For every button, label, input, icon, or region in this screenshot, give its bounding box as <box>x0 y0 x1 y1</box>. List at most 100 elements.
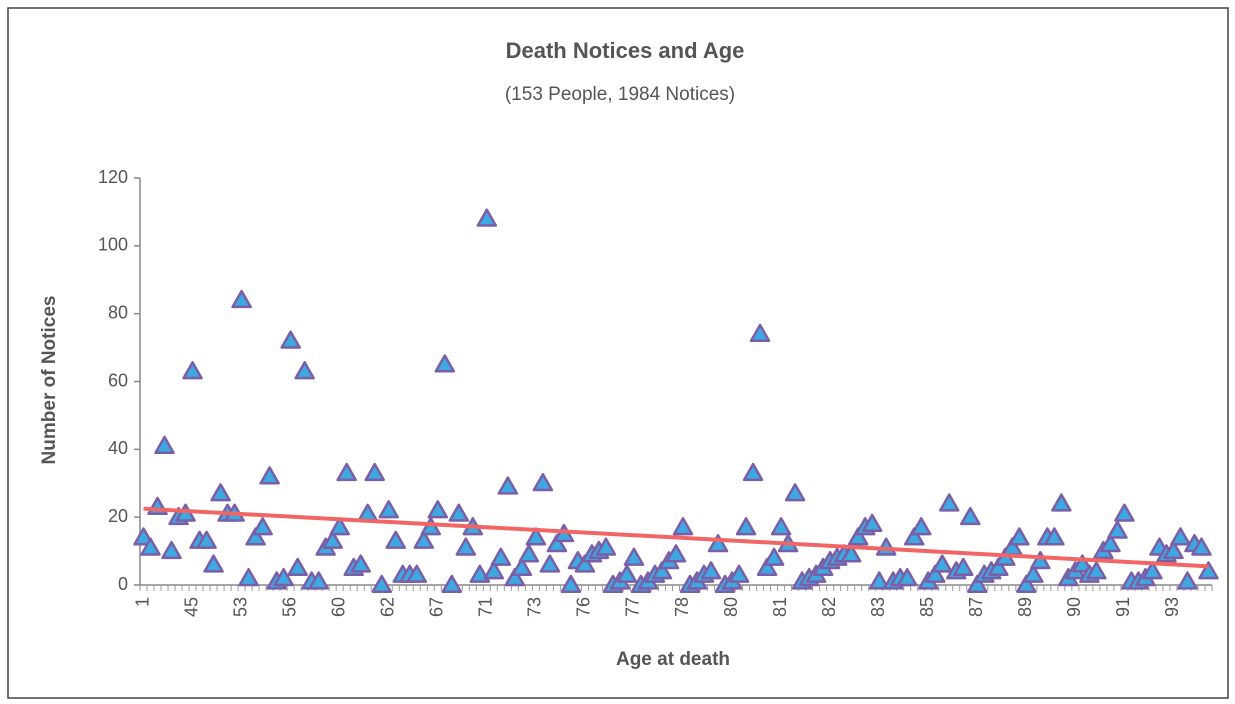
point <box>525 527 547 546</box>
point <box>707 534 729 553</box>
point <box>756 557 778 577</box>
x-tick-label: 76 <box>574 597 594 617</box>
point <box>1044 527 1065 546</box>
point <box>441 574 463 593</box>
point <box>1016 574 1037 593</box>
point <box>350 554 371 573</box>
point <box>742 462 764 482</box>
point <box>518 544 540 563</box>
point <box>280 330 301 349</box>
y-tick-label: 40 <box>108 438 128 458</box>
point <box>1072 554 1093 573</box>
point <box>1051 493 1072 512</box>
point <box>259 466 280 485</box>
point <box>1009 527 1030 546</box>
y-tick-label: 20 <box>108 506 128 526</box>
point <box>1107 520 1128 539</box>
point <box>434 354 456 373</box>
point <box>672 517 694 536</box>
point <box>504 567 526 587</box>
point <box>336 462 357 482</box>
point <box>931 554 953 573</box>
x-tick-label: 83 <box>868 597 888 617</box>
chart-subtitle: (153 People, 1984 Notices) <box>505 84 735 105</box>
point <box>196 530 217 549</box>
point <box>546 534 568 553</box>
point <box>868 571 890 590</box>
point <box>413 530 435 549</box>
point <box>385 530 406 549</box>
point <box>133 527 154 546</box>
point <box>252 517 273 536</box>
x-tick-label: 87 <box>966 597 986 617</box>
point <box>896 567 918 587</box>
point <box>861 513 883 532</box>
point <box>182 361 203 380</box>
x-tick-label: 91 <box>1113 597 1133 617</box>
y-tick-label: 120 <box>98 167 128 187</box>
point <box>1030 551 1051 570</box>
x-tick-label: 1 <box>132 597 152 607</box>
point <box>1163 540 1184 560</box>
point <box>371 574 392 593</box>
point <box>364 462 385 482</box>
x-tick-label: 60 <box>328 597 348 617</box>
point <box>1198 561 1219 580</box>
point <box>749 323 771 343</box>
x-tick-label: 73 <box>525 597 545 617</box>
point <box>847 527 869 546</box>
x-tick-label: 53 <box>230 597 250 617</box>
chart-frame <box>7 7 1229 699</box>
point <box>245 527 266 546</box>
point <box>1114 503 1135 522</box>
y-tick-label: 100 <box>98 235 128 255</box>
point <box>476 208 498 227</box>
point <box>616 564 638 583</box>
point <box>455 537 477 556</box>
x-tick-label: 81 <box>770 597 790 617</box>
point <box>322 530 343 549</box>
x-tick-label: 78 <box>672 597 692 617</box>
point <box>308 571 329 590</box>
x-tick-label: 82 <box>819 597 839 617</box>
y-tick-label: 60 <box>108 370 128 390</box>
point <box>903 527 925 546</box>
x-tick-label: 67 <box>427 597 447 617</box>
point <box>294 361 315 380</box>
point <box>448 503 470 522</box>
point <box>770 517 792 536</box>
y-tick-label: 80 <box>108 302 128 322</box>
point <box>154 435 175 454</box>
point <box>203 554 224 573</box>
point <box>210 483 231 502</box>
point <box>910 517 932 536</box>
point <box>1191 537 1212 556</box>
point <box>960 506 981 526</box>
x-tick-label: 45 <box>181 597 201 617</box>
trendline <box>143 506 1209 569</box>
point <box>988 557 1009 577</box>
point <box>700 561 722 580</box>
point <box>140 537 161 556</box>
point <box>1023 564 1044 583</box>
point <box>539 554 561 573</box>
x-tick-label: 77 <box>623 597 643 617</box>
point <box>378 500 399 519</box>
point <box>728 564 750 583</box>
point <box>560 574 582 593</box>
x-tick-label: 85 <box>917 597 937 617</box>
point <box>967 574 988 593</box>
point <box>273 567 294 587</box>
point <box>665 544 687 563</box>
point <box>1170 527 1191 546</box>
point <box>490 547 512 566</box>
point <box>406 564 428 583</box>
x-tick-label: 56 <box>279 597 299 617</box>
point <box>497 476 519 495</box>
point <box>623 547 645 566</box>
y-axis-label: Number of Notices <box>39 296 60 465</box>
point <box>1086 561 1107 580</box>
y-tick-label: 0 <box>118 574 128 594</box>
point <box>483 561 505 580</box>
point <box>651 561 673 580</box>
